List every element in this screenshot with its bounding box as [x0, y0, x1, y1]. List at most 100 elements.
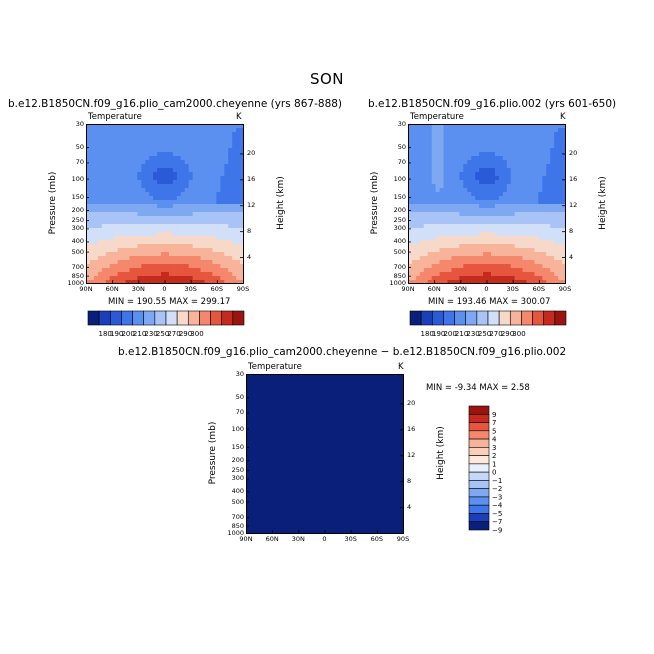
field-cell	[494, 204, 500, 209]
field-cell	[538, 204, 543, 209]
field-cell	[220, 260, 225, 265]
field-cell	[145, 204, 150, 209]
field-cell	[153, 224, 158, 229]
field-cell	[447, 196, 453, 201]
field-cell	[340, 518, 346, 523]
field-cell	[328, 430, 334, 435]
field-cell	[220, 252, 225, 257]
field-cell	[348, 502, 354, 507]
field-cell	[459, 156, 464, 161]
field-cell	[281, 414, 287, 419]
field-cell	[439, 248, 445, 253]
field-cell	[514, 208, 520, 213]
field-cell	[149, 196, 154, 201]
field-cell	[372, 458, 377, 463]
field-cell	[459, 192, 464, 197]
field-cell	[192, 128, 198, 133]
field-cell	[133, 196, 138, 201]
field-cell	[558, 152, 563, 157]
field-cell	[133, 272, 138, 277]
field-cell	[109, 272, 115, 277]
field-cell	[228, 140, 233, 145]
field-cell	[328, 442, 334, 447]
field-cell	[455, 136, 460, 141]
field-cell	[562, 216, 566, 221]
field-cell	[129, 132, 134, 137]
field-cell	[200, 264, 206, 269]
field-cell	[97, 236, 103, 241]
field-cell	[538, 208, 543, 213]
field-cell	[388, 418, 393, 423]
field-cell	[141, 164, 146, 169]
field-cell	[435, 172, 441, 177]
field-cell	[236, 160, 241, 165]
field-cell	[257, 398, 263, 403]
field-cell	[435, 256, 441, 261]
field-cell	[97, 164, 103, 169]
field-cell	[246, 466, 251, 471]
field-cell	[145, 152, 150, 157]
field-cell	[161, 136, 166, 141]
field-cell	[249, 418, 255, 423]
field-cell	[277, 486, 283, 491]
field-cell	[293, 398, 298, 403]
panel3-field-label: Temperature	[248, 362, 302, 372]
x-tick-label: 90N	[79, 285, 93, 293]
field-cell	[125, 260, 131, 265]
field-cell	[483, 172, 488, 177]
field-cell	[184, 260, 190, 265]
field-cell	[514, 168, 520, 173]
field-cell	[125, 160, 131, 165]
field-cell	[388, 438, 393, 443]
field-cell	[265, 394, 271, 399]
field-cell	[411, 196, 417, 201]
field-cell	[459, 136, 464, 141]
field-cell	[562, 268, 566, 273]
field-cell	[498, 244, 504, 249]
field-cell	[93, 280, 99, 284]
field-cell	[153, 256, 158, 261]
field-cell	[121, 160, 127, 165]
field-cell	[305, 418, 310, 423]
field-cell	[224, 252, 229, 257]
field-cell	[261, 462, 267, 467]
field-cell	[157, 240, 162, 245]
field-cell	[293, 514, 298, 519]
field-cell	[273, 510, 279, 515]
field-cell	[431, 276, 437, 281]
field-cell	[494, 128, 500, 133]
field-cell	[261, 518, 267, 523]
field-cell	[145, 236, 150, 241]
field-cell	[220, 276, 225, 281]
colorbar-box	[98, 310, 111, 326]
field-cell	[93, 152, 99, 157]
field-cell	[340, 458, 346, 463]
field-cell	[204, 240, 210, 245]
field-cell	[376, 442, 381, 447]
field-cell	[212, 164, 217, 169]
field-cell	[510, 260, 516, 265]
field-cell	[340, 466, 346, 471]
field-cell	[514, 136, 520, 141]
field-cell	[305, 462, 310, 467]
field-cell	[172, 264, 178, 269]
field-cell	[487, 132, 492, 137]
field-cell	[340, 498, 346, 503]
field-cell	[289, 478, 294, 483]
field-cell	[380, 470, 385, 475]
field-cell	[86, 156, 91, 161]
field-cell	[530, 172, 535, 177]
field-cell	[101, 200, 107, 205]
field-cell	[293, 446, 298, 451]
field-cell	[281, 502, 287, 507]
field-cell	[89, 236, 95, 241]
field-cell	[388, 462, 393, 467]
field-cell	[157, 128, 162, 133]
field-cell	[309, 414, 314, 419]
field-cell	[498, 200, 504, 205]
field-cell	[392, 466, 397, 471]
field-cell	[490, 172, 496, 177]
field-cell	[423, 240, 429, 245]
field-cell	[459, 272, 464, 277]
field-cell	[384, 406, 389, 411]
